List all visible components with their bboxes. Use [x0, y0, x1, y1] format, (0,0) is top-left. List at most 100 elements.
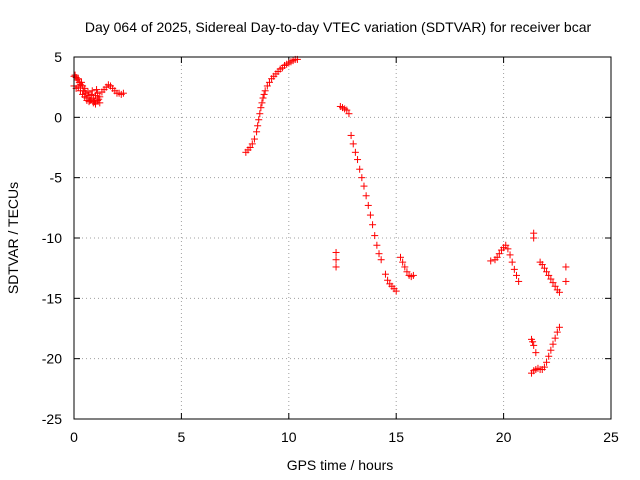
data-point [351, 148, 359, 156]
data-point [347, 131, 355, 139]
data-point [257, 104, 265, 112]
data-point [74, 83, 82, 91]
data-point [373, 241, 381, 249]
data-point [543, 358, 551, 366]
data-point [371, 232, 379, 240]
data-point [504, 245, 512, 253]
data-point [358, 174, 366, 182]
data-point [76, 87, 84, 95]
data-point [508, 258, 516, 266]
x-tick-label: 10 [281, 429, 297, 445]
grid-layer [74, 57, 611, 419]
data-point [96, 93, 104, 101]
data-point [540, 264, 548, 272]
data-point [265, 78, 273, 86]
data-point [545, 352, 553, 360]
data-point [94, 89, 102, 97]
data-point [74, 75, 82, 83]
data-point [364, 201, 372, 209]
data-point [356, 165, 364, 173]
x-axis-label: GPS time / hours [287, 457, 394, 473]
data-point [354, 156, 362, 164]
y-tick-label: -25 [42, 411, 62, 427]
data-point [332, 263, 340, 271]
data-point [493, 253, 501, 261]
data-point [93, 86, 101, 94]
data-point [551, 282, 559, 290]
data-point [551, 334, 559, 342]
data-point [515, 277, 523, 285]
data-point [547, 346, 555, 354]
data-point [256, 110, 264, 118]
data-point [384, 276, 392, 284]
data-point [343, 106, 351, 114]
data-point [332, 248, 340, 256]
x-tick-label: 15 [388, 429, 404, 445]
data-point [547, 275, 555, 283]
y-tick-label: -15 [42, 290, 62, 306]
data-point [512, 271, 520, 279]
data-point [538, 261, 546, 269]
data-point [562, 277, 570, 285]
data-point [553, 328, 561, 336]
data-point [248, 140, 256, 148]
y-tick-label: -10 [42, 230, 62, 246]
data-point [91, 100, 99, 108]
data-point [502, 241, 510, 249]
data-point [549, 279, 557, 287]
data-point [530, 234, 538, 242]
x-tick-label: 20 [496, 429, 512, 445]
data-point [510, 265, 518, 273]
y-axis-label: SDTVAR / TECUs [5, 182, 21, 294]
plot-frame [73, 56, 612, 420]
data-point [530, 341, 538, 349]
data-point [487, 257, 495, 265]
data-point [78, 78, 86, 86]
y-tick-label: -5 [50, 170, 63, 186]
data-point [562, 263, 570, 271]
data-point [396, 253, 404, 261]
data-point [263, 82, 271, 90]
data-point [360, 182, 368, 190]
data-point [259, 94, 267, 102]
data-point [253, 128, 261, 136]
data-point [506, 251, 514, 259]
data-point [81, 84, 89, 92]
data-point [260, 90, 268, 98]
data-point [119, 89, 127, 97]
y-tick-label: 0 [54, 109, 62, 125]
data-point [555, 288, 563, 296]
data-point [254, 122, 262, 130]
data-point [362, 192, 370, 200]
data-point [246, 144, 254, 151]
data-point [392, 287, 400, 295]
data-point [529, 338, 537, 346]
data-point [495, 250, 503, 258]
data-point [409, 271, 417, 279]
data-point [555, 323, 563, 331]
data-point [345, 110, 353, 118]
data-point [545, 271, 553, 279]
data-point [381, 270, 389, 278]
data-point [532, 349, 540, 357]
data-point [399, 258, 407, 266]
data-point [543, 268, 551, 276]
x-tick-label: 25 [603, 429, 619, 445]
y-tick-label: 5 [54, 49, 62, 65]
data-point [540, 363, 548, 371]
data-point [332, 256, 340, 264]
data-point [258, 99, 266, 107]
data-point [87, 95, 95, 103]
data-point [250, 135, 258, 143]
data-point [403, 268, 411, 276]
x-tick-label: 5 [178, 429, 186, 445]
data-point [261, 87, 269, 95]
data-point [94, 96, 102, 104]
x-tick-label: 0 [70, 429, 78, 445]
data-point [255, 116, 263, 124]
data-point [349, 140, 357, 148]
data-point [375, 250, 383, 258]
data-point [81, 93, 89, 101]
data-point [549, 340, 557, 348]
